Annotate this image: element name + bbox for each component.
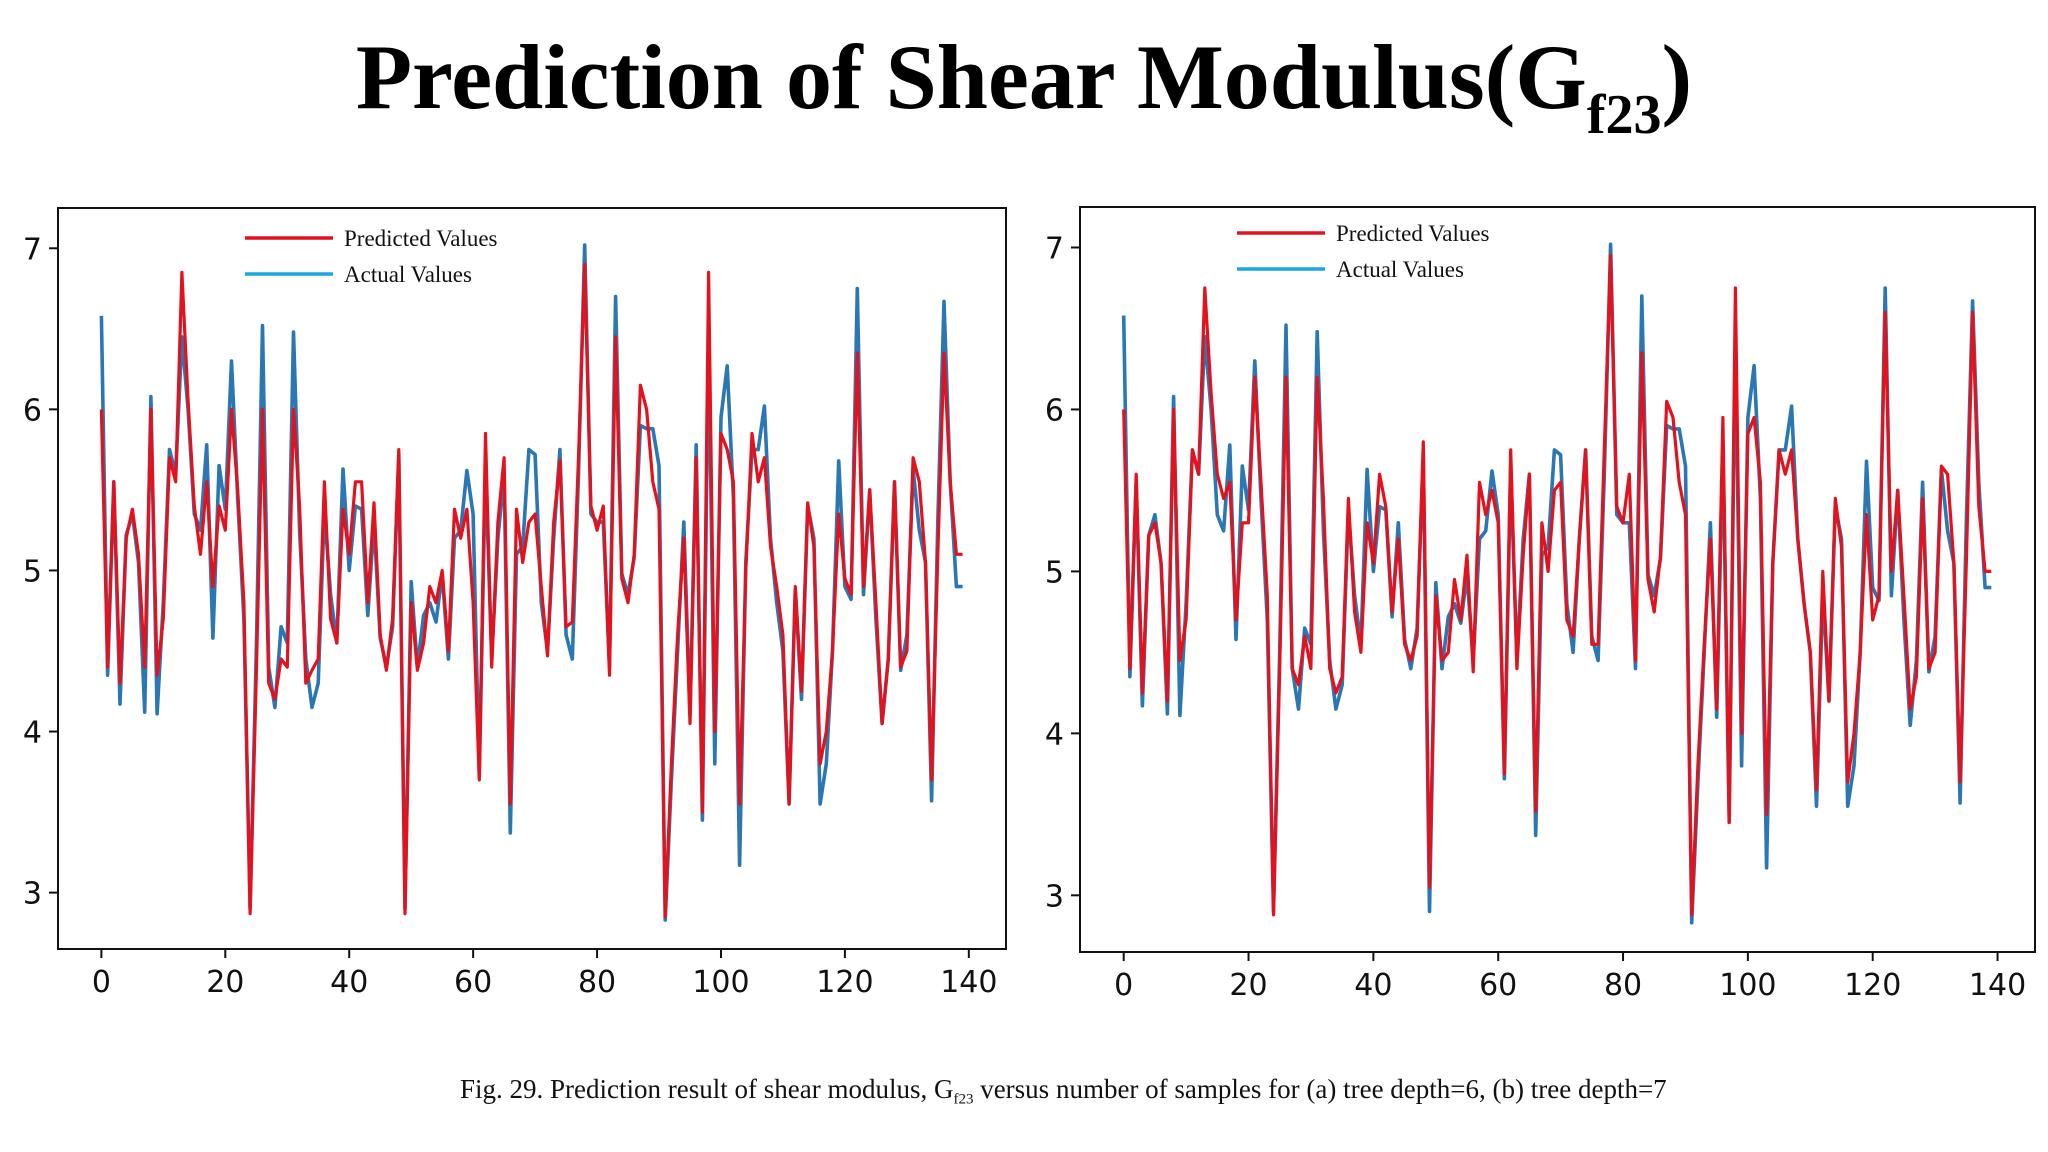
legend-actual-label: Actual Values xyxy=(344,262,472,287)
x-tick-label: 0 xyxy=(1114,968,1133,1003)
caption-post: versus number of samples for (a) tree de… xyxy=(973,1074,1667,1104)
x-tick-label: 40 xyxy=(330,965,368,1000)
y-tick-label: 5 xyxy=(1045,555,1064,590)
actual-values-line xyxy=(99,243,963,922)
caption-pre: Fig. 29. Prediction result of shear modu… xyxy=(460,1074,954,1104)
x-tick-label: 0 xyxy=(92,965,111,1000)
y-tick-label: 5 xyxy=(23,554,42,589)
actual-values-line xyxy=(1121,242,1992,925)
x-tick-label: 80 xyxy=(1604,968,1642,1003)
plot-frame xyxy=(1079,206,2036,953)
chart-panel-a: 0 20 40 60 80 100 120 140 3 4 5 6 7 Predicted Values A… xyxy=(23,207,1007,1000)
x-tick-label: 60 xyxy=(1479,968,1517,1003)
legend-predicted-label: Predicted Values xyxy=(1336,221,1490,246)
legend-predicted-label: Predicted Values xyxy=(344,226,498,251)
figure-caption: Fig. 29. Prediction result of shear modu… xyxy=(460,1074,1860,1108)
x-tick-label: 60 xyxy=(454,965,492,1000)
x-tick-label: 20 xyxy=(206,965,244,1000)
title-main: Prediction of Shear Modulus(G xyxy=(355,26,1587,128)
y-tick-label: 4 xyxy=(1045,717,1064,752)
x-tick-label: 100 xyxy=(1719,968,1776,1003)
plot-frame xyxy=(57,207,1007,950)
x-tick-label: 120 xyxy=(816,965,873,1000)
title-end: ) xyxy=(1661,26,1693,128)
legend-actual-label: Actual Values xyxy=(1336,257,1464,282)
x-tick-label: 120 xyxy=(1844,968,1901,1003)
x-tick-label: 20 xyxy=(1229,968,1267,1003)
y-tick-label: 3 xyxy=(1045,879,1064,914)
y-tick-label: 3 xyxy=(23,877,42,912)
x-tick-label: 100 xyxy=(692,965,749,1000)
predicted-values-line xyxy=(1122,254,1992,917)
y-tick-label: 6 xyxy=(23,393,42,428)
chart-panel-b: 0 20 40 60 80 100 120 140 3 4 5 6 7 Predicted Values A… xyxy=(1045,206,2036,1003)
x-tick-label: 140 xyxy=(1969,968,2026,1003)
x-tick-label: 40 xyxy=(1354,968,1392,1003)
y-tick-label: 4 xyxy=(23,716,42,751)
predicted-values-line xyxy=(99,262,963,919)
y-tick-label: 6 xyxy=(1045,393,1064,428)
y-tick-label: 7 xyxy=(1045,231,1064,266)
x-tick-label: 80 xyxy=(578,965,616,1000)
caption-subscript: f23 xyxy=(953,1091,974,1108)
y-tick-label: 7 xyxy=(23,232,42,267)
slide-title: Prediction of Shear Modulus(Gf23) xyxy=(0,22,2048,149)
x-tick-label: 140 xyxy=(940,965,997,1000)
title-subscript: f23 xyxy=(1586,84,1662,147)
